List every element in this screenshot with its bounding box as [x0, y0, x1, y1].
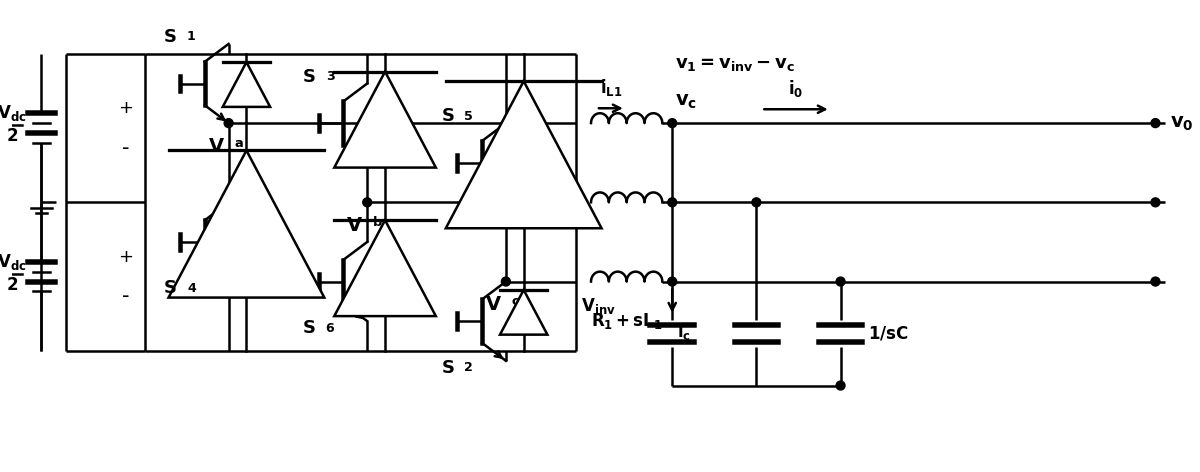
Text: $\mathregular{1/sC}$: $\mathregular{1/sC}$ [869, 325, 910, 343]
Text: S: S [442, 359, 455, 377]
Text: +: + [118, 248, 133, 266]
Text: c: c [512, 295, 520, 308]
Text: S: S [302, 319, 316, 337]
Text: V: V [486, 295, 500, 314]
Circle shape [667, 118, 677, 127]
Polygon shape [500, 290, 547, 335]
Text: 2: 2 [464, 361, 473, 374]
Text: +: + [118, 99, 133, 117]
Text: $\mathregular{V_{inv}}$: $\mathregular{V_{inv}}$ [581, 296, 616, 316]
Text: $\mathregular{V_{dc}}$: $\mathregular{V_{dc}}$ [0, 252, 26, 272]
Text: S: S [164, 279, 178, 297]
Circle shape [752, 198, 761, 207]
Text: $\mathregular{v_1 = v_{inv} - v_c}$: $\mathregular{v_1 = v_{inv} - v_c}$ [676, 55, 796, 73]
Polygon shape [335, 220, 436, 316]
Text: S: S [442, 107, 455, 125]
Circle shape [1151, 118, 1160, 127]
Circle shape [667, 198, 677, 207]
Text: $\mathregular{v_0}$: $\mathregular{v_0}$ [1170, 114, 1194, 133]
Circle shape [667, 277, 677, 286]
Text: -: - [122, 138, 130, 158]
Circle shape [502, 277, 510, 286]
Circle shape [836, 381, 845, 390]
Polygon shape [223, 62, 270, 107]
Text: $\mathregular{2}$: $\mathregular{2}$ [6, 127, 18, 145]
Text: 4: 4 [187, 282, 196, 295]
Text: b: b [373, 216, 383, 229]
Circle shape [224, 118, 233, 127]
Text: -: - [122, 287, 130, 306]
Polygon shape [445, 81, 601, 228]
Text: V: V [209, 137, 223, 156]
Text: a: a [234, 137, 244, 150]
Text: 3: 3 [325, 70, 335, 83]
Text: $\mathregular{R_1+sL_1}$: $\mathregular{R_1+sL_1}$ [590, 311, 662, 331]
Text: $\mathregular{2}$: $\mathregular{2}$ [6, 276, 18, 294]
Text: V: V [347, 216, 362, 235]
Polygon shape [335, 72, 436, 168]
Text: 1: 1 [187, 31, 196, 43]
Circle shape [362, 198, 372, 207]
Text: S: S [164, 28, 178, 46]
Circle shape [1151, 198, 1160, 207]
Circle shape [1151, 277, 1160, 286]
Text: $\mathregular{i_0}$: $\mathregular{i_0}$ [788, 78, 804, 99]
Text: S: S [302, 67, 316, 85]
Text: $\mathregular{i_{L1}}$: $\mathregular{i_{L1}}$ [600, 77, 622, 98]
Text: 5: 5 [464, 110, 473, 123]
Circle shape [836, 277, 845, 286]
Text: $\mathregular{v_c}$: $\mathregular{v_c}$ [676, 92, 697, 111]
Polygon shape [168, 151, 324, 297]
Text: 6: 6 [325, 321, 335, 335]
Text: $\mathregular{i_c}$: $\mathregular{i_c}$ [677, 320, 691, 342]
Text: $\mathregular{V_{dc}}$: $\mathregular{V_{dc}}$ [0, 103, 26, 123]
